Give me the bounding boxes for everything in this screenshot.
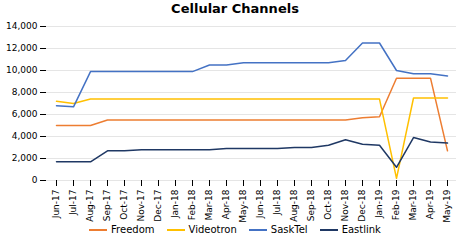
svg-text:Jul-18: Jul-18 xyxy=(272,189,282,216)
svg-text:Aug-18: Aug-18 xyxy=(289,189,299,222)
html-text:Videotron: Videotron xyxy=(188,224,237,235)
svg-text:Mar-19: Mar-19 xyxy=(408,189,418,220)
html-text:SaskTel: SaskTel xyxy=(270,224,308,235)
html-text:Cellular Channels: Cellular Channels xyxy=(171,1,299,16)
svg-text:Dec-17: Dec-17 xyxy=(153,190,163,222)
svg-text:Feb-19: Feb-19 xyxy=(391,189,401,220)
svg-text:Oct-17: Oct-17 xyxy=(119,190,129,220)
svg-text:10,000: 10,000 xyxy=(6,65,38,75)
svg-text:Jun-17: Jun-17 xyxy=(51,190,61,220)
svg-text:Jun-18: Jun-18 xyxy=(255,189,265,219)
html-text:Eastlink: Eastlink xyxy=(341,224,381,235)
svg-text:Apr-19: Apr-19 xyxy=(425,189,435,219)
svg-text:2,000: 2,000 xyxy=(12,153,38,163)
svg-text:Jul-17: Jul-17 xyxy=(68,190,78,217)
svg-text:Jan-19: Jan-19 xyxy=(374,189,384,219)
svg-text:8,000: 8,000 xyxy=(12,87,38,97)
svg-text:Sep-18: Sep-18 xyxy=(306,189,316,221)
html-text:Freedom: Freedom xyxy=(111,224,155,235)
svg-text:14,000: 14,000 xyxy=(6,21,38,31)
svg-text:Oct-18: Oct-18 xyxy=(323,189,333,220)
svg-text:12,000: 12,000 xyxy=(6,43,38,53)
svg-text:Dec-18: Dec-18 xyxy=(357,189,367,221)
svg-text:Apr-18: Apr-18 xyxy=(221,189,231,219)
svg-text:May-18: May-18 xyxy=(238,189,248,222)
svg-text:Feb-18: Feb-18 xyxy=(187,189,197,220)
svg-text:0: 0 xyxy=(32,175,38,185)
svg-text:Mar-18: Mar-18 xyxy=(204,189,214,220)
svg-text:Jan-18: Jan-18 xyxy=(170,189,180,219)
svg-text:Aug-17: Aug-17 xyxy=(85,190,95,222)
svg-text:Nov-18: Nov-18 xyxy=(340,189,350,221)
svg-text:6,000: 6,000 xyxy=(12,109,38,119)
svg-text:Nov-17: Nov-17 xyxy=(136,190,146,222)
svg-text:4,000: 4,000 xyxy=(12,131,38,141)
svg-text:Sep-17: Sep-17 xyxy=(102,190,112,222)
svg-text:May-19: May-19 xyxy=(442,189,452,222)
